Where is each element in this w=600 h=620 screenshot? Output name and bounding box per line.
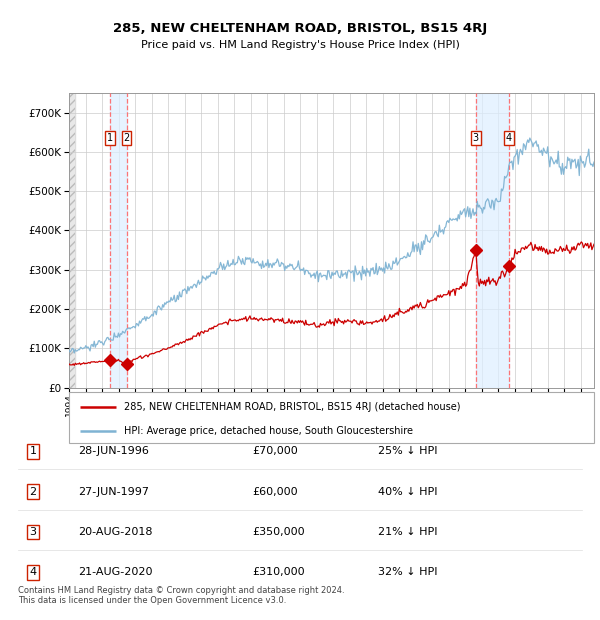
Text: 1: 1: [107, 133, 113, 143]
Text: 285, NEW CHELTENHAM ROAD, BRISTOL, BS15 4RJ: 285, NEW CHELTENHAM ROAD, BRISTOL, BS15 …: [113, 22, 487, 35]
Text: 2: 2: [124, 133, 130, 143]
Text: HPI: Average price, detached house, South Gloucestershire: HPI: Average price, detached house, Sout…: [124, 425, 413, 436]
Text: 32% ↓ HPI: 32% ↓ HPI: [378, 567, 437, 577]
Text: 4: 4: [506, 133, 512, 143]
Text: 20-AUG-2018: 20-AUG-2018: [78, 527, 152, 537]
Text: 21% ↓ HPI: 21% ↓ HPI: [378, 527, 437, 537]
Text: 21-AUG-2020: 21-AUG-2020: [78, 567, 152, 577]
Text: £310,000: £310,000: [252, 567, 305, 577]
Text: 1: 1: [29, 446, 37, 456]
Bar: [69, 93, 75, 388]
Text: Price paid vs. HM Land Registry's House Price Index (HPI): Price paid vs. HM Land Registry's House …: [140, 40, 460, 50]
Text: 285, NEW CHELTENHAM ROAD, BRISTOL, BS15 4RJ (detached house): 285, NEW CHELTENHAM ROAD, BRISTOL, BS15 …: [124, 402, 461, 412]
Bar: [476, 93, 509, 388]
Text: 3: 3: [29, 527, 37, 537]
FancyBboxPatch shape: [69, 392, 594, 443]
Text: Contains HM Land Registry data © Crown copyright and database right 2024.
This d: Contains HM Land Registry data © Crown c…: [18, 586, 344, 605]
Text: 40% ↓ HPI: 40% ↓ HPI: [378, 487, 437, 497]
Bar: [69, 93, 75, 388]
Text: 4: 4: [29, 567, 37, 577]
Text: 25% ↓ HPI: 25% ↓ HPI: [378, 446, 437, 456]
Text: £60,000: £60,000: [252, 487, 298, 497]
Text: 28-JUN-1996: 28-JUN-1996: [78, 446, 149, 456]
Text: 27-JUN-1997: 27-JUN-1997: [78, 487, 149, 497]
Text: £70,000: £70,000: [252, 446, 298, 456]
Text: 3: 3: [473, 133, 479, 143]
Bar: [110, 93, 127, 388]
Text: 2: 2: [29, 487, 37, 497]
Text: £350,000: £350,000: [252, 527, 305, 537]
